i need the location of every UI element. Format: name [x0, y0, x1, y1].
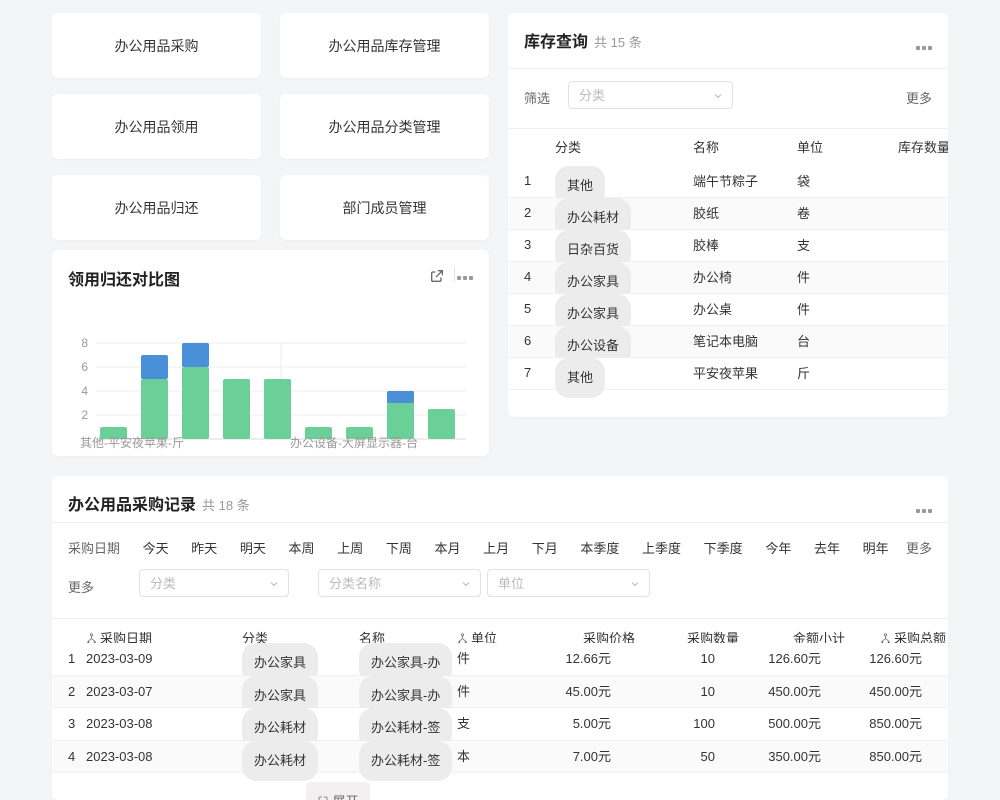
- svg-text:8: 8: [81, 336, 88, 350]
- svg-text:4: 4: [81, 384, 88, 398]
- svg-text:2: 2: [81, 408, 88, 422]
- svg-text:6: 6: [81, 360, 88, 374]
